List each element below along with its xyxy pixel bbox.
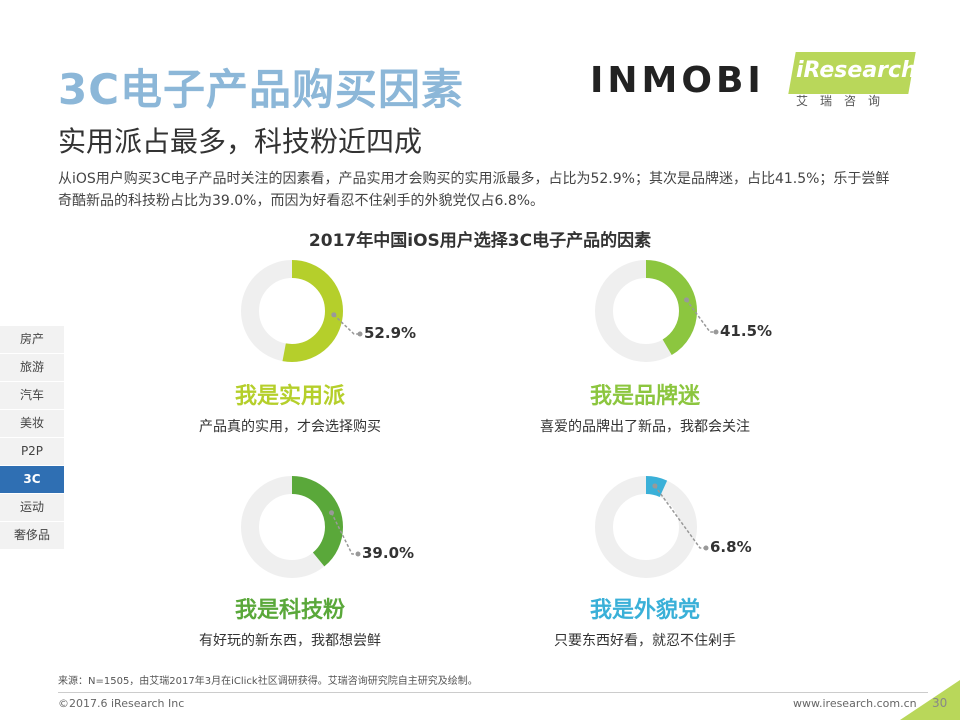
page-number: 30 bbox=[932, 696, 948, 710]
donut-slice-practical bbox=[241, 260, 343, 362]
copyright: ©2017.6 iResearch Inc bbox=[58, 697, 185, 710]
category-description-practical: 产品真的实用，才会选择购买 bbox=[199, 419, 381, 435]
category-description-tech: 有好玩的新东西，我都想尝鲜 bbox=[199, 633, 381, 649]
side-navigation: 房产 旅游 汽车 美妆 P2P 3C 运动 奢侈品 bbox=[0, 326, 64, 550]
category-title-looks: 我是外貌党 bbox=[589, 598, 700, 623]
leader-dot-brand bbox=[713, 329, 719, 335]
footer-divider bbox=[58, 692, 928, 693]
leader-start-dot-tech bbox=[329, 510, 335, 516]
donut-slice-brand bbox=[595, 260, 697, 362]
sidenav-item-beauty[interactable]: 美妆 bbox=[0, 410, 64, 438]
leader-start-dot-practical bbox=[331, 312, 337, 318]
donut-slice-tech bbox=[241, 476, 343, 578]
chart-title: 2017年中国iOS用户选择3C电子产品的因素 bbox=[308, 231, 652, 251]
page-description: 从iOS用户购买3C电子产品时关注的因素看，产品实用才会购买的实用派最多，占比为… bbox=[58, 171, 890, 209]
iresearch-logo-cn: 艾瑞咨询 bbox=[796, 94, 893, 108]
data-label-tech: 39.0% bbox=[362, 544, 415, 562]
data-label-practical: 52.9% bbox=[364, 324, 417, 342]
website-link[interactable]: www.iresearch.com.cn bbox=[793, 697, 917, 710]
category-title-tech: 我是科技粉 bbox=[234, 598, 345, 623]
iresearch-logo: iResearch bbox=[796, 58, 917, 83]
inmobi-logo: INMOBI bbox=[590, 60, 765, 101]
donut-remainder-looks bbox=[595, 476, 697, 578]
category-description-brand: 喜爱的品牌出了新品，我都会关注 bbox=[540, 419, 750, 435]
leader-dot-tech bbox=[355, 551, 361, 557]
leader-dot-practical bbox=[357, 331, 363, 337]
sidenav-item-3c[interactable]: 3C bbox=[0, 466, 64, 494]
donut-slice-looks bbox=[595, 476, 697, 578]
leader-start-dot-brand bbox=[684, 297, 690, 303]
leader-dot-looks bbox=[703, 545, 709, 551]
category-title-brand: 我是品牌迷 bbox=[589, 384, 700, 409]
sidenav-item-sports[interactable]: 运动 bbox=[0, 494, 64, 522]
page-subtitle: 实用派占最多，科技粉近四成 bbox=[58, 125, 423, 158]
sidenav-item-travel[interactable]: 旅游 bbox=[0, 354, 64, 382]
page-title: 3C电子产品购买因素 bbox=[58, 65, 465, 114]
sidenav-item-realestate[interactable]: 房产 bbox=[0, 326, 64, 354]
category-description-looks: 只要东西好看，就忍不住剁手 bbox=[554, 633, 736, 649]
data-label-brand: 41.5% bbox=[720, 322, 773, 340]
leader-start-dot-looks bbox=[652, 483, 658, 489]
data-label-looks: 6.8% bbox=[710, 538, 752, 556]
sidenav-item-auto[interactable]: 汽车 bbox=[0, 382, 64, 410]
category-title-practical: 我是实用派 bbox=[234, 384, 345, 409]
sidenav-item-luxury[interactable]: 奢侈品 bbox=[0, 522, 64, 550]
sidenav-item-p2p[interactable]: P2P bbox=[0, 438, 64, 466]
source-note: 来源：N=1505，由艾瑞2017年3月在iClick社区调研获得。艾瑞咨询研究… bbox=[58, 676, 478, 687]
